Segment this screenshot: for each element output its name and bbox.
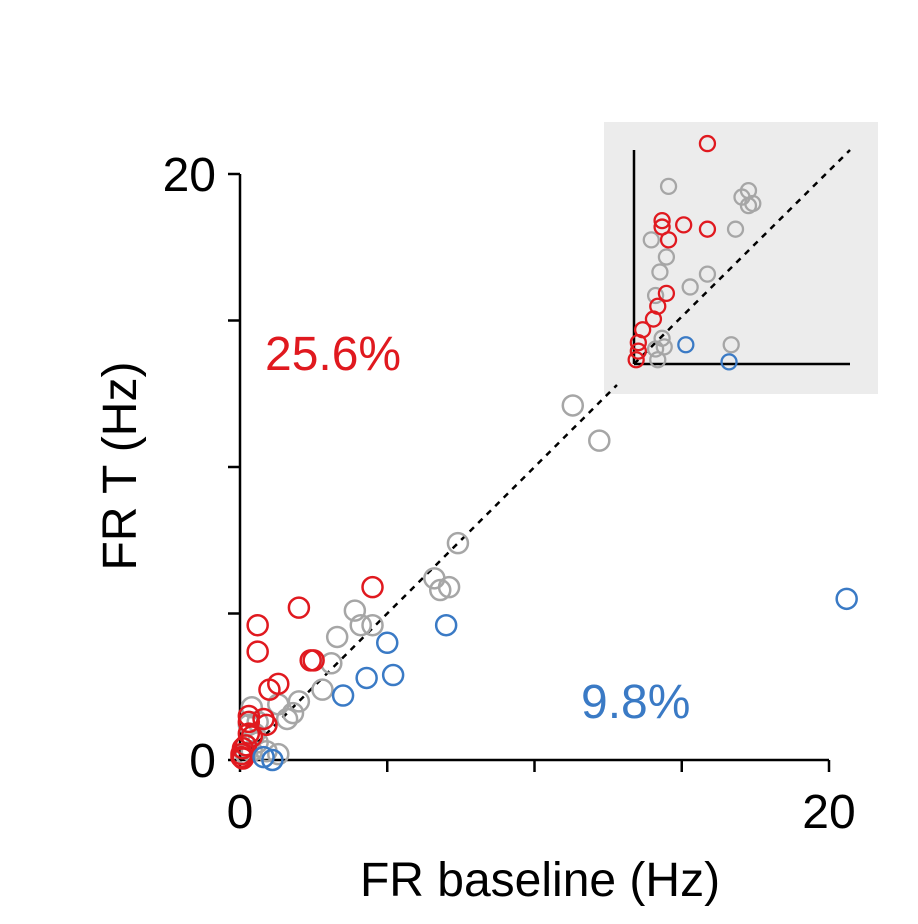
inset-point-unchanged <box>739 196 758 215</box>
scatter-point-unchanged <box>561 394 585 417</box>
axis-tick-labels: 0 20 0 20 <box>163 149 856 839</box>
inset-point-unchanged <box>649 351 667 369</box>
scatter-point-increase <box>246 640 269 663</box>
scatter-point-increase <box>246 613 269 637</box>
inset-point-unchanged <box>646 340 665 358</box>
scatter-point-increase <box>255 713 278 737</box>
inset-point-unchanged <box>659 177 678 196</box>
inset-point-unchanged <box>726 220 745 238</box>
inset-point-unchanged <box>642 231 660 249</box>
y-tick-label: 0 <box>189 735 216 788</box>
y-axis-title: FR T (Hz) <box>94 362 147 571</box>
scatter-point-decrease <box>261 748 284 772</box>
scatter-point-unchanged <box>349 613 372 637</box>
scatter-point-unchanged <box>275 707 299 731</box>
inset-point-increase <box>644 310 663 328</box>
scatter-point-unchanged <box>588 429 611 452</box>
scatter-point-decrease <box>835 587 858 611</box>
inset-point-increase <box>659 231 678 249</box>
scatter-point-unchanged <box>437 575 461 599</box>
inset-point-increase <box>657 284 676 303</box>
scatter-point-unchanged <box>361 613 384 637</box>
scatter-point-increase <box>361 575 384 599</box>
scatter-point-increase <box>237 710 261 734</box>
scatter-point-unchanged <box>311 678 334 701</box>
inset-point-increase <box>698 134 717 153</box>
inset-point-increase <box>698 220 717 238</box>
scatter-point-decrease <box>376 631 399 655</box>
inset-point-increase <box>653 211 671 230</box>
scatter-point-unchanged <box>240 696 264 719</box>
scatter-point-increase <box>258 678 281 701</box>
inset-point-unchanged <box>681 278 699 296</box>
scatter-point-unchanged <box>423 567 446 590</box>
identity-line <box>239 384 618 761</box>
scatter-point-decrease <box>252 745 275 769</box>
scatter-point-decrease <box>331 684 355 707</box>
x-tick-label: 20 <box>802 786 855 839</box>
inset-point-decrease <box>720 353 738 371</box>
scatter-point-increase <box>302 649 325 672</box>
scatter-point-unchanged <box>325 625 349 649</box>
scatter-point-increase <box>230 745 253 769</box>
scatter-point-decrease <box>355 666 378 690</box>
scatter-point-decrease <box>381 663 405 687</box>
scatter-point-unchanged <box>446 531 470 555</box>
x-axis-title: FR baseline (Hz) <box>360 854 720 907</box>
inset-point-unchanged <box>698 265 717 283</box>
decrease-percentage-label: 9.8% <box>581 676 690 729</box>
scatter-point-decrease <box>434 613 458 637</box>
inset-point-increase <box>627 351 645 369</box>
increase-percentage-label: 25.6% <box>265 328 401 381</box>
inset-scatter-points <box>627 134 762 371</box>
y-tick-label: 20 <box>163 149 216 202</box>
x-tick-label: 0 <box>227 786 254 839</box>
inset-point-unchanged <box>722 336 740 354</box>
inset-point-unchanged <box>651 263 669 281</box>
scatter-points <box>230 394 858 772</box>
inset-point-unchanged <box>657 248 676 266</box>
inset-point-increase <box>629 333 647 352</box>
scatter-point-unchanged <box>287 690 311 713</box>
inset-point-increase <box>629 342 647 360</box>
inset-point-increase <box>675 216 693 234</box>
inset-point-unchanged <box>646 286 665 305</box>
scatter-point-unchanged <box>429 578 452 602</box>
scatter-point-unchanged <box>267 742 290 766</box>
scatter-point-increase <box>287 596 311 619</box>
inset-identity-line <box>633 149 851 365</box>
scatter-point-unchanged <box>343 599 367 622</box>
inset-point-decrease <box>677 336 695 354</box>
scatter-point-increase <box>237 722 261 745</box>
